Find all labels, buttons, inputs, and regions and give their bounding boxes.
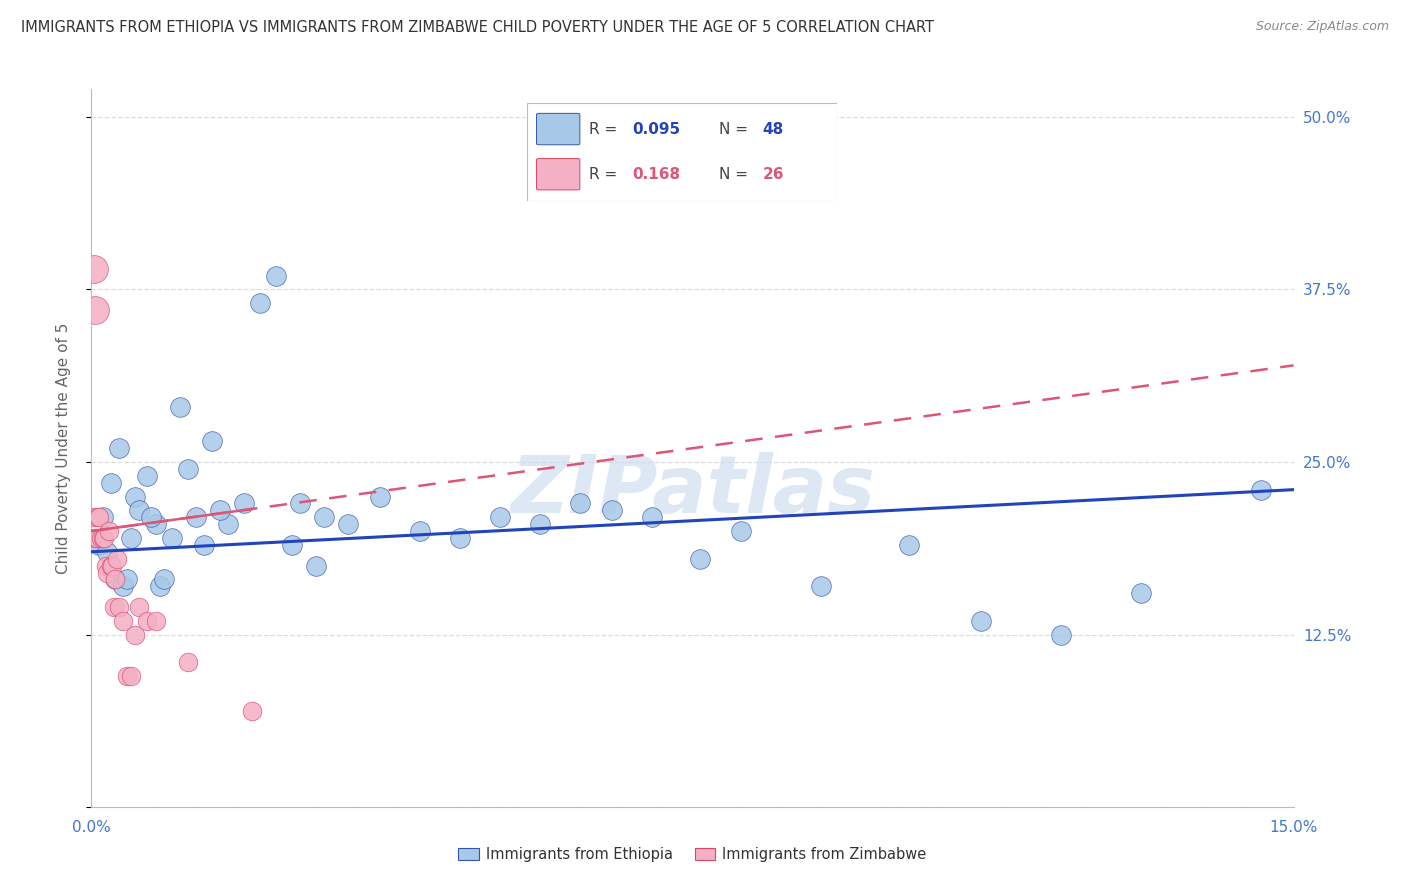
Point xyxy=(136,468,159,483)
Point xyxy=(84,531,107,545)
Point xyxy=(409,524,432,538)
Text: R =: R = xyxy=(589,167,617,182)
Text: R =: R = xyxy=(589,121,617,136)
Point xyxy=(136,614,159,628)
FancyBboxPatch shape xyxy=(537,113,579,145)
Legend: Immigrants from Ethiopia, Immigrants from Zimbabwe: Immigrants from Ethiopia, Immigrants fro… xyxy=(453,841,932,868)
Point xyxy=(169,400,191,414)
Point xyxy=(104,573,127,587)
Text: Source: ZipAtlas.com: Source: ZipAtlas.com xyxy=(1256,20,1389,33)
Point xyxy=(124,627,146,641)
Point xyxy=(128,600,150,615)
Point xyxy=(152,573,174,587)
Point xyxy=(145,614,167,628)
Point xyxy=(93,531,115,545)
Point xyxy=(100,475,122,490)
Point xyxy=(193,538,215,552)
FancyBboxPatch shape xyxy=(537,159,579,190)
Text: 0.168: 0.168 xyxy=(633,167,681,182)
Point xyxy=(94,558,117,573)
Point xyxy=(602,503,624,517)
Point xyxy=(489,510,512,524)
Point xyxy=(96,566,118,580)
Point xyxy=(689,551,711,566)
Point xyxy=(90,531,112,545)
Point xyxy=(98,524,121,538)
Point xyxy=(84,303,107,318)
Point xyxy=(232,496,254,510)
Text: N =: N = xyxy=(718,121,748,136)
Point xyxy=(83,510,105,524)
Point xyxy=(449,531,471,545)
Text: N =: N = xyxy=(718,167,748,182)
Point xyxy=(970,614,993,628)
Point xyxy=(281,538,304,552)
Point xyxy=(87,510,110,524)
Text: ZIPatlas: ZIPatlas xyxy=(510,452,875,531)
Point xyxy=(160,531,183,545)
Point xyxy=(105,551,128,566)
Point xyxy=(89,510,111,524)
Point xyxy=(101,558,124,573)
Point xyxy=(730,524,752,538)
Point xyxy=(117,573,139,587)
Point xyxy=(217,517,239,532)
Text: 26: 26 xyxy=(762,167,783,182)
Point xyxy=(100,558,122,573)
Point xyxy=(104,573,127,587)
Point xyxy=(117,669,139,683)
Point xyxy=(249,296,271,310)
Point xyxy=(108,600,131,615)
Text: IMMIGRANTS FROM ETHIOPIA VS IMMIGRANTS FROM ZIMBABWE CHILD POVERTY UNDER THE AGE: IMMIGRANTS FROM ETHIOPIA VS IMMIGRANTS F… xyxy=(21,20,934,35)
Point xyxy=(240,704,263,718)
Point xyxy=(336,517,359,532)
Point xyxy=(83,261,105,276)
Point xyxy=(312,510,335,524)
Point xyxy=(128,503,150,517)
Point xyxy=(91,531,114,545)
Point xyxy=(810,579,832,593)
Point xyxy=(897,538,920,552)
Point xyxy=(103,600,125,615)
Point xyxy=(184,510,207,524)
Point xyxy=(288,496,311,510)
Y-axis label: Child Poverty Under the Age of 5: Child Poverty Under the Age of 5 xyxy=(56,323,70,574)
Point xyxy=(145,517,167,532)
Point xyxy=(86,531,108,545)
Point xyxy=(1130,586,1153,600)
Point xyxy=(529,517,551,532)
Point xyxy=(569,496,592,510)
Text: 48: 48 xyxy=(762,121,783,136)
Point xyxy=(1250,483,1272,497)
Point xyxy=(1050,627,1073,641)
Point xyxy=(176,462,198,476)
Point xyxy=(305,558,328,573)
Point xyxy=(201,434,224,449)
Point xyxy=(112,614,135,628)
Point xyxy=(93,510,115,524)
Point xyxy=(112,579,135,593)
Point xyxy=(124,490,146,504)
Point xyxy=(368,490,391,504)
FancyBboxPatch shape xyxy=(527,103,837,201)
Point xyxy=(176,655,198,669)
Point xyxy=(96,545,118,559)
Point xyxy=(89,538,111,552)
Point xyxy=(141,510,163,524)
Point xyxy=(148,579,170,593)
Point xyxy=(121,531,143,545)
Point xyxy=(641,510,664,524)
Point xyxy=(121,669,143,683)
Point xyxy=(108,441,131,455)
Text: 0.095: 0.095 xyxy=(633,121,681,136)
Point xyxy=(208,503,231,517)
Point xyxy=(264,268,287,283)
